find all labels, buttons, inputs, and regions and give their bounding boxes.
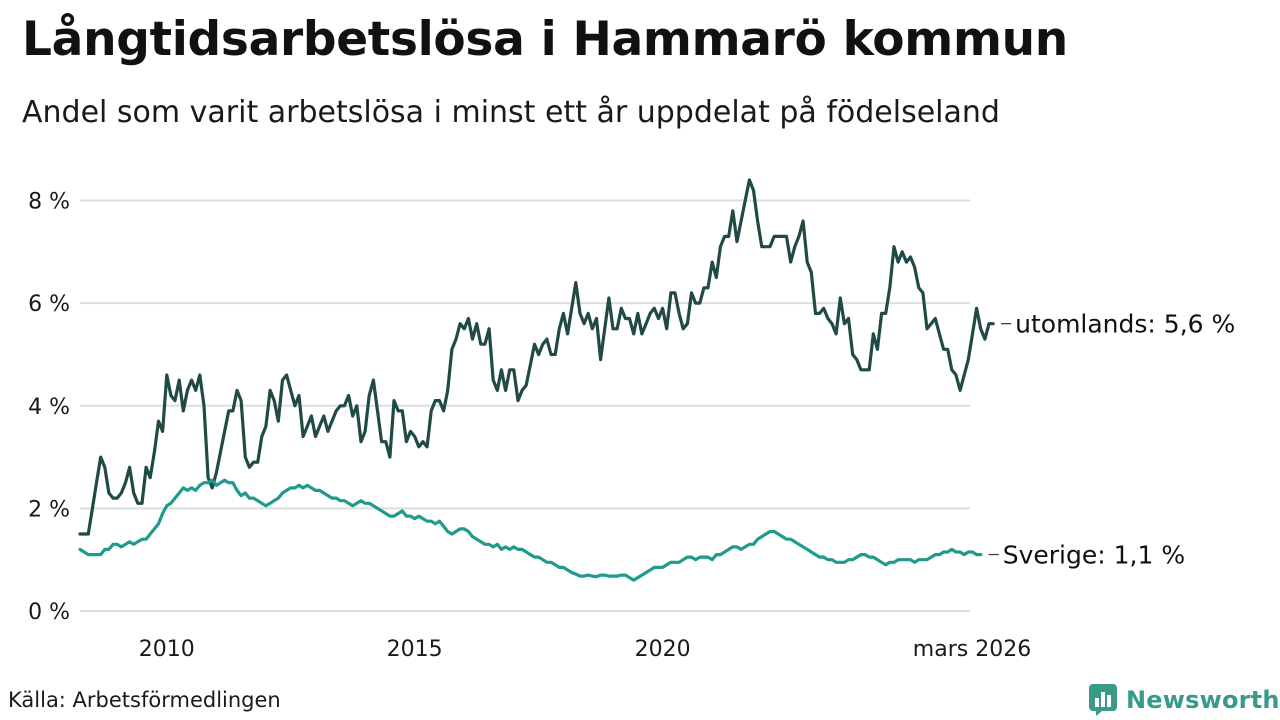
series-end-label: utomlands: 5,6 % <box>1015 310 1235 339</box>
gridlines <box>80 199 970 612</box>
x-tick-label: 2015 <box>387 637 443 662</box>
y-tick-label: 6 % <box>28 292 70 317</box>
series-end-labels: utomlands: 5,6 % Sverige: 1,1 % <box>988 310 1235 570</box>
source-note: Källa: Arbetsförmedlingen <box>8 688 281 712</box>
y-tick-label: 4 % <box>28 395 70 420</box>
x-tick-label: 2010 <box>139 637 195 662</box>
y-axis-ticks: 0 % 2 % 4 % 6 % 8 % <box>28 190 70 625</box>
x-axis-ticks: 2010 2015 2020 mars 2026 <box>139 637 1031 662</box>
brand-logo[interactable]: Newsworthy <box>1088 682 1280 718</box>
chart-title: Långtidsarbetslösa i Hammarö kommun <box>22 12 1068 67</box>
y-tick-label: 2 % <box>28 497 70 522</box>
series-lines <box>78 178 995 582</box>
chart-subtitle: Andel som varit arbetslösa i minst ett å… <box>22 95 1000 130</box>
x-tick-label: mars 2026 <box>913 637 1031 662</box>
brand-name: Newsworthy <box>1126 686 1280 714</box>
x-tick-label: 2020 <box>635 637 691 662</box>
line-chart: 0 % 2 % 4 % 6 % 8 % 2010 2015 2020 mars 2026 ut… <box>28 178 1235 662</box>
y-tick-label: 0 % <box>28 600 70 625</box>
series-end-label: Sverige: 1,1 % <box>1003 541 1185 570</box>
y-tick-label: 8 % <box>28 190 70 215</box>
series-line-sverige <box>78 478 983 582</box>
newsworthy-logo-icon <box>1089 684 1117 716</box>
series-line-utomlands <box>78 178 995 536</box>
